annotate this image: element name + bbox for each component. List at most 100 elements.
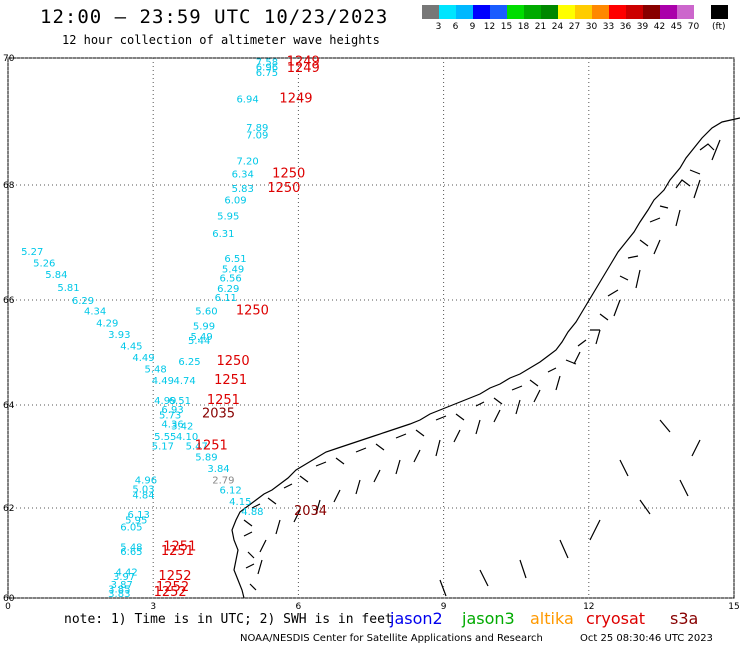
pass-time-label: 1249 (279, 91, 312, 106)
legend-label: 6 (452, 22, 459, 32)
wave-height-label: 6.12 (220, 486, 242, 497)
pass-time-label: 1250 (236, 304, 269, 319)
wave-height-label: 4.49 (132, 353, 154, 364)
legend-swatch (592, 5, 609, 19)
lat-lon-grid (7, 57, 735, 599)
wave-height-labels: 7.586.966.75 6.94 7.897.09 7.206.34 5.836.09… (21, 58, 278, 600)
wave-height-label: 6.34 (232, 169, 254, 180)
pass-time-label: 2035 (202, 406, 235, 421)
lat-tick-label: 60 (3, 594, 15, 604)
pass-time-label: 1250 (272, 166, 305, 181)
wave-height-label: 3.87 (111, 580, 133, 591)
legend-label: 12 (483, 22, 496, 32)
wave-height-label: 4.49 (152, 376, 174, 387)
legend-swatch (490, 5, 507, 19)
wave-height-label: 4.29 (96, 318, 118, 329)
pass-time-label: 1251 (207, 393, 240, 408)
wave-height-label: 7.09 (246, 131, 268, 142)
color-scale-legend (422, 5, 728, 19)
wave-height-label: 7.89 (246, 123, 268, 134)
wave-height-label: 4.84 (132, 491, 154, 502)
legend-label: 33 (602, 22, 615, 32)
wave-height-label: 6.96 (256, 63, 278, 74)
lon-tick-label: 9 (441, 602, 447, 612)
wave-height-label: 5.73 (159, 410, 181, 421)
wave-height-label: 6.31 (212, 229, 234, 240)
footer-note: note: 1) Time is in UTC; 2) SWH is in fe… (64, 612, 393, 627)
pass-time-label: 1250 (267, 181, 300, 196)
coast-islands (243, 143, 715, 591)
legend-swatch (456, 5, 473, 19)
wave-height-label: 6.56 (220, 274, 242, 285)
legend-swatch (711, 5, 728, 19)
wave-height-label: 6.11 (215, 293, 237, 304)
legend-label: 39 (636, 22, 649, 32)
wave-height-label: 6.29 (217, 284, 239, 295)
wave-height-label: 5.27 (21, 247, 43, 258)
legend-swatch (507, 5, 524, 19)
wave-height-label: 6.65 (120, 547, 142, 558)
wave-height-label: 5.26 (33, 259, 55, 270)
legend-label: 9 (469, 22, 476, 32)
legend-swatch (524, 5, 541, 19)
satellite-altika: altika (530, 609, 574, 628)
wave-height-label: 3.84 (207, 464, 229, 475)
legend-swatch (541, 5, 558, 19)
legend-label: 70 (687, 22, 700, 32)
lat-tick-label: 64 (3, 401, 15, 411)
wave-height-label: 5.17 (152, 441, 174, 452)
wave-height-label: 4.15 (229, 497, 251, 508)
pass-time-label: 2034 (294, 504, 327, 519)
wave-height-label: 6.93 (161, 405, 183, 416)
pass-time-label: 1252 (156, 580, 189, 595)
legend-label: 3 (435, 22, 442, 32)
generated-timestamp: Oct 25 08:30:46 UTC 2023 (580, 633, 713, 644)
wave-height-label: 7.20 (236, 157, 258, 168)
wave-height-label: 5.48 (120, 542, 142, 553)
pass-time-label: 1251 (214, 373, 247, 388)
wave-height-label: 5.95 (125, 515, 147, 526)
wave-height-label: 5.60 (195, 307, 217, 318)
wave-height-label: 2.79 (212, 475, 234, 486)
pass-time-label: 1250 (217, 354, 250, 369)
wave-height-label: 3.83 (108, 589, 130, 600)
wave-height-label: 3.85 (108, 585, 130, 596)
pass-time-label: 1251 (161, 544, 194, 559)
wave-height-label: 6.51 (169, 396, 191, 407)
legend-swatch (660, 5, 677, 19)
wave-height-label: 5.83 (232, 184, 254, 195)
legend-label: 27 (568, 22, 581, 32)
lon-tick-label: 6 (296, 602, 302, 612)
credit-text: NOAA/NESDIS Center for Satellite Applica… (240, 633, 543, 644)
legend-swatch (473, 5, 490, 19)
wave-height-label: 6.29 (72, 296, 94, 307)
wave-height-label: 5.03 (132, 485, 154, 496)
wave-height-label: 6.25 (178, 357, 200, 368)
legend-label: 21 (534, 22, 547, 32)
wave-height-label: 5.55 (154, 432, 176, 443)
wave-height-label: 5.49 (190, 332, 212, 343)
legend-swatch (643, 5, 660, 19)
lat-tick-label: 68 (3, 181, 15, 191)
satellite-jason2: jason2 (390, 609, 443, 628)
map-frame (7, 57, 735, 599)
wave-height-label: 4.74 (174, 376, 196, 387)
legend-label: 42 (653, 22, 666, 32)
wave-height-label: 6.13 (128, 510, 150, 521)
pass-time-label: 1251 (195, 438, 228, 453)
wave-height-label: 5.44 (188, 336, 210, 347)
wave-height-label: 4.36 (161, 420, 183, 431)
legend-swatch (558, 5, 575, 19)
legend-swatch (609, 5, 626, 19)
wave-height-label: 3.42 (171, 422, 193, 433)
lon-tick-label: 15 (728, 602, 739, 612)
wave-height-label: 4.34 (84, 307, 106, 318)
pass-time-label: 1252 (158, 569, 191, 584)
wave-height-label: 5.84 (45, 270, 67, 281)
legend-label: 36 (619, 22, 632, 32)
lon-tick-label: 0 (5, 602, 11, 612)
wave-height-label: 6.09 (224, 195, 246, 206)
legend-swatch (626, 5, 643, 19)
pass-time-labels: 1249124912491250125012501250125112512035… (154, 55, 327, 601)
